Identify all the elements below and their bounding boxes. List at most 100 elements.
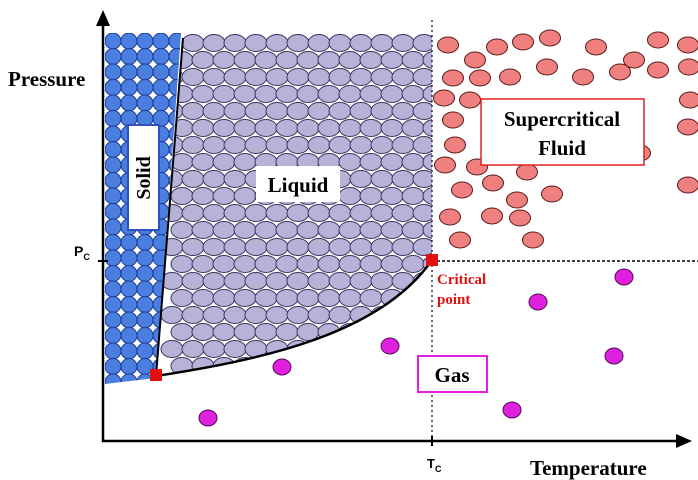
particle <box>245 35 267 52</box>
particle <box>153 49 169 65</box>
particle <box>105 157 121 173</box>
particle <box>213 324 235 341</box>
particle <box>392 69 414 86</box>
particle <box>297 120 319 137</box>
particle <box>182 273 204 290</box>
particle <box>318 86 340 103</box>
particle <box>105 204 121 220</box>
particle <box>105 297 121 313</box>
particle <box>121 328 137 344</box>
particle <box>192 188 214 205</box>
y-arrow <box>96 10 110 26</box>
particle <box>329 205 351 222</box>
particle <box>171 188 193 205</box>
particle <box>213 120 235 137</box>
particle <box>276 290 298 307</box>
particle <box>350 273 372 290</box>
particle <box>213 188 235 205</box>
particle <box>105 173 121 189</box>
particle <box>234 324 256 341</box>
particle <box>615 269 633 285</box>
particle <box>224 103 246 120</box>
particle <box>203 35 225 52</box>
supercritical-label-2: Fluid <box>538 136 586 160</box>
particle <box>381 52 403 69</box>
particle <box>266 103 288 120</box>
solid-label: Solid <box>133 156 155 199</box>
particle <box>287 239 309 256</box>
particle <box>105 33 121 49</box>
tc-label: TC <box>427 456 442 474</box>
particle <box>452 182 473 198</box>
particle <box>137 49 153 65</box>
triple-point <box>150 369 162 381</box>
particle <box>297 256 319 273</box>
particle <box>245 205 267 222</box>
particle <box>182 137 204 154</box>
particle <box>171 324 193 341</box>
particle <box>339 358 361 375</box>
particle <box>308 205 330 222</box>
particle <box>537 59 558 75</box>
particle <box>381 120 403 137</box>
particle <box>318 358 340 375</box>
particle <box>245 273 267 290</box>
particle <box>192 86 214 103</box>
particle <box>329 69 351 86</box>
particle <box>513 34 534 50</box>
particle <box>192 154 214 171</box>
particle <box>381 86 403 103</box>
particle <box>105 49 121 65</box>
particle <box>213 86 235 103</box>
page: Pressure Temperature PC TC Solid Liquid … <box>0 0 698 480</box>
particle <box>203 137 225 154</box>
particle <box>224 137 246 154</box>
particle <box>529 294 547 310</box>
particle <box>182 171 204 188</box>
particle <box>105 219 121 235</box>
particle <box>171 222 193 239</box>
particle <box>105 250 121 266</box>
particle <box>392 137 414 154</box>
particle <box>182 35 204 52</box>
particle <box>371 273 393 290</box>
particle <box>392 205 414 222</box>
particle <box>161 341 183 358</box>
particle <box>392 239 414 256</box>
particle <box>318 256 340 273</box>
particle <box>329 137 351 154</box>
particle <box>182 69 204 86</box>
particle <box>648 32 669 48</box>
particle <box>153 33 169 49</box>
particle <box>255 222 277 239</box>
particle <box>339 86 361 103</box>
particle <box>224 171 246 188</box>
particle <box>224 239 246 256</box>
particle <box>540 30 561 46</box>
particle <box>137 80 153 96</box>
particle <box>339 222 361 239</box>
particle <box>203 103 225 120</box>
particle <box>510 210 531 226</box>
particle <box>413 205 435 222</box>
particle <box>105 312 121 328</box>
particle <box>371 239 393 256</box>
particle <box>213 52 235 69</box>
particle <box>297 324 319 341</box>
particle <box>266 69 288 86</box>
critical-label-1: Critical <box>437 272 486 288</box>
particle <box>213 222 235 239</box>
particle <box>360 290 382 307</box>
particle <box>680 92 698 108</box>
particle <box>266 205 288 222</box>
particle <box>434 90 455 106</box>
particle <box>182 341 204 358</box>
particle <box>460 92 481 108</box>
particle <box>445 137 466 153</box>
liquid-particles <box>161 35 445 375</box>
particle <box>171 290 193 307</box>
particle <box>234 120 256 137</box>
particle <box>318 222 340 239</box>
particle <box>234 256 256 273</box>
particle <box>137 250 153 266</box>
